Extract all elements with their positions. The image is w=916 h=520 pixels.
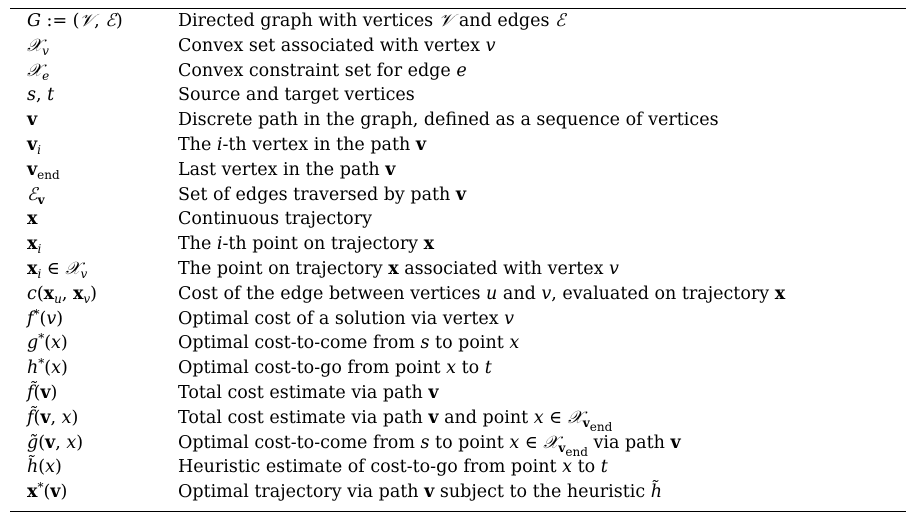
notation-description: The i-th vertex in the path v: [178, 134, 427, 155]
table-top-rule: [10, 8, 906, 9]
table-row: c(xu, xv) Cost of the edge between vertic…: [0, 282, 916, 307]
table-row: xi ∈ 𝒳v The point on trajectory x associa…: [0, 257, 916, 282]
table-row: g*(x) Optimal cost-to-come from s to poin…: [0, 331, 916, 356]
notation-description: Set of edges traversed by path v: [178, 184, 467, 205]
table-row: 𝒳e Convex constraint set for edge e: [0, 59, 916, 84]
notation-description: Last vertex in the path v: [178, 159, 396, 180]
notation-description: Continuous trajectory: [178, 209, 372, 230]
notation-symbol: G := (𝒱, ℰ): [27, 11, 123, 31]
notation-description: Discrete path in the graph, defined as a…: [178, 110, 719, 131]
notation-description: Optimal cost-to-come from s to point x ∈…: [178, 432, 681, 459]
notation-description: Source and target vertices: [178, 85, 415, 106]
notation-symbol: s, t: [27, 85, 55, 106]
notation-description: Convex constraint set for edge e: [178, 60, 467, 81]
table-row: f̃(v, x) Total cost estimate via path v a…: [0, 406, 916, 434]
notation-symbol: c(xu, xv): [27, 283, 97, 306]
notation-description: Convex set associated with vertex v: [178, 35, 496, 56]
table-row: vend Last vertex in the path v: [0, 158, 916, 183]
notation-symbol: f̃(v, x): [27, 407, 79, 428]
notation-symbol: v: [27, 110, 38, 131]
notation-symbol: h*(x): [27, 356, 68, 379]
notation-symbol: g̃(v, x): [27, 432, 84, 453]
table-row: x*(v) Optimal trajectory via path v subje…: [0, 480, 916, 505]
notation-symbol: xi ∈ 𝒳v: [27, 258, 88, 281]
table-row: vi The i-th vertex in the path v: [0, 133, 916, 158]
notation-symbol: ℰv: [27, 184, 45, 207]
notation-description: Total cost estimate via path v and point…: [178, 407, 613, 434]
notation-description: The point on trajectory x associated wit…: [178, 258, 619, 279]
table-row: x Continuous trajectory: [0, 207, 916, 232]
notation-description: Cost of the edge between vertices u and …: [178, 283, 786, 304]
notation-symbol: h̃(x): [27, 457, 62, 478]
notation-symbol: f*(v): [27, 306, 64, 329]
table-row: f̃(v) Total cost estimate via path v: [0, 381, 916, 406]
notation-symbol: x*(v): [27, 480, 68, 503]
table-row: f*(v) Optimal cost of a solution via vert…: [0, 307, 916, 332]
table-row: G := (𝒱, ℰ) Directed graph with vertices …: [0, 9, 916, 34]
notation-symbol: 𝒳e: [27, 60, 50, 83]
table-row: xi The i-th point on trajectory x: [0, 232, 916, 257]
notation-symbol: f̃(v): [27, 382, 58, 403]
notation-table: G := (𝒱, ℰ) Directed graph with vertices …: [0, 9, 916, 505]
notation-description: Optimal cost of a solution via vertex v: [178, 308, 515, 329]
notation-symbol: xi: [27, 234, 42, 257]
notation-description: Heuristic estimate of cost-to-go from po…: [178, 457, 608, 478]
notation-symbol: x: [27, 209, 38, 230]
notation-description: Optimal cost-to-come from s to point x: [178, 333, 520, 354]
table-bottom-rule: [10, 511, 906, 512]
table-row: s, t Source and target vertices: [0, 83, 916, 108]
notation-description: The i-th point on trajectory x: [178, 234, 435, 255]
notation-symbol: vend: [27, 159, 60, 182]
table-row: ℰv Set of edges traversed by path v: [0, 183, 916, 208]
notation-symbol: vi: [27, 134, 42, 157]
table-row: 𝒳v Convex set associated with vertex v: [0, 34, 916, 59]
notation-description: Optimal trajectory via path v subject to…: [178, 482, 662, 503]
table-row: h̃(x) Heuristic estimate of cost-to-go fr…: [0, 455, 916, 480]
table-row: v Discrete path in the graph, defined as …: [0, 108, 916, 133]
table-row: g̃(v, x) Optimal cost-to-come from s to p…: [0, 431, 916, 459]
notation-description: Optimal cost-to-go from point x to t: [178, 358, 492, 379]
notation-symbol: 𝒳v: [27, 35, 49, 58]
notation-description: Total cost estimate via path v: [178, 382, 439, 403]
notation-description: Directed graph with vertices 𝒱 and edges…: [178, 11, 566, 31]
table-row: h*(x) Optimal cost-to-go from point x to …: [0, 356, 916, 381]
notation-symbol: g*(x): [27, 331, 68, 354]
